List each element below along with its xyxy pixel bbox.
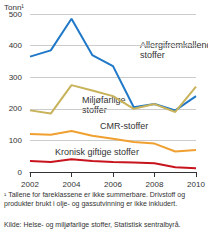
svg-text:200: 200 xyxy=(9,104,23,113)
svg-text:2008: 2008 xyxy=(146,180,164,189)
svg-text:Kronisk giftige stoffer: Kronisk giftige stoffer xyxy=(55,147,139,157)
svg-text:500: 500 xyxy=(9,10,23,19)
svg-text:2002: 2002 xyxy=(21,180,39,189)
svg-text:2004: 2004 xyxy=(63,180,81,189)
svg-text:0: 0 xyxy=(18,168,23,177)
svg-text:produkter brukt i olje- og gas: produkter brukt i olje- og gassutvinning… xyxy=(4,200,177,208)
svg-text:Kilde: Helse- og miljøfarlige: Kilde: Helse- og miljøfarlige stoffer, S… xyxy=(4,221,181,229)
svg-text:stoffer: stoffer xyxy=(140,50,165,60)
svg-text:Miljøfarlige: Miljøfarlige xyxy=(82,95,126,105)
svg-text:Tonn¹: Tonn¹ xyxy=(4,2,24,12)
svg-text:CMR-stoffer: CMR-stoffer xyxy=(100,121,148,131)
svg-text:300: 300 xyxy=(9,73,23,82)
svg-text:¹ Tallene for fareklassene er: ¹ Tallene for fareklassene er ikke summe… xyxy=(4,191,187,199)
svg-text:2010: 2010 xyxy=(187,180,205,189)
svg-text:100: 100 xyxy=(9,136,23,145)
svg-text:400: 400 xyxy=(9,41,23,50)
svg-text:stoffer: stoffer xyxy=(82,105,107,115)
svg-text:2006: 2006 xyxy=(104,180,122,189)
